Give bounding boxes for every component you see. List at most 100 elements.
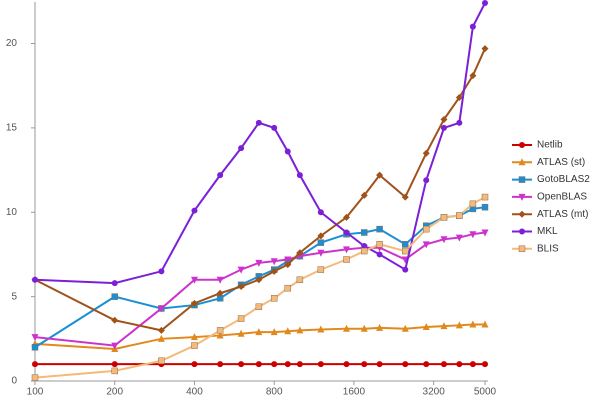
x-tick-label: 200 — [106, 387, 123, 398]
marker — [402, 247, 409, 255]
marker — [296, 326, 304, 334]
marker — [361, 243, 368, 249]
marker — [111, 367, 118, 375]
marker — [422, 225, 430, 233]
marker — [255, 119, 262, 126]
marker — [343, 213, 351, 221]
marker — [440, 214, 448, 221]
marker — [343, 361, 350, 368]
marker — [360, 191, 368, 199]
marker — [216, 289, 224, 297]
marker — [401, 324, 409, 332]
marker — [481, 45, 489, 53]
marker — [317, 209, 324, 216]
marker — [402, 361, 409, 368]
marker — [440, 124, 447, 131]
marker — [111, 361, 118, 368]
marker — [376, 241, 383, 248]
marker — [270, 328, 278, 336]
marker — [270, 295, 278, 302]
marker — [469, 361, 476, 368]
series-line — [34, 323, 485, 350]
y-tick-label: 15 — [6, 123, 18, 134]
x-tick-label: 1600 — [343, 387, 366, 398]
marker — [190, 276, 198, 284]
marker — [402, 266, 409, 273]
marker — [111, 293, 118, 300]
marker — [456, 119, 463, 126]
marker — [317, 232, 325, 240]
marker — [237, 283, 245, 290]
marker — [296, 172, 303, 179]
marker — [376, 323, 384, 331]
marker — [190, 333, 198, 341]
legend-label: ATLAS (mt) — [537, 209, 588, 220]
legend-label: MKL — [537, 226, 558, 237]
marker — [237, 266, 245, 274]
marker — [255, 361, 262, 368]
marker — [469, 200, 477, 208]
marker — [111, 280, 118, 287]
marker — [238, 145, 245, 152]
marker — [317, 266, 325, 273]
marker — [111, 342, 119, 350]
x-tick-label: 100 — [27, 387, 44, 398]
marker — [343, 229, 350, 236]
marker — [469, 23, 476, 30]
series-line — [34, 231, 486, 347]
marker — [190, 299, 198, 307]
marker — [519, 142, 525, 148]
marker — [343, 256, 350, 263]
marker — [360, 247, 368, 255]
marker — [31, 344, 39, 351]
marker — [518, 193, 526, 201]
marker — [237, 329, 245, 337]
marker — [270, 267, 278, 275]
marker — [481, 229, 489, 237]
marker — [284, 148, 291, 155]
series-line — [34, 48, 486, 332]
x-tick-label: 5000 — [474, 387, 497, 398]
marker — [469, 72, 477, 80]
marker — [360, 324, 368, 332]
marker — [32, 276, 38, 283]
marker — [191, 361, 198, 368]
series-line — [34, 196, 486, 379]
marker — [317, 239, 325, 246]
marker — [376, 251, 383, 258]
marker — [376, 361, 383, 368]
marker — [284, 284, 291, 292]
marker — [317, 249, 325, 257]
series-line — [34, 2, 486, 285]
marker — [481, 320, 489, 328]
marker — [191, 342, 198, 349]
marker — [271, 124, 278, 131]
marker — [270, 258, 278, 266]
marker — [422, 241, 430, 249]
marker — [423, 361, 430, 368]
marker — [216, 276, 224, 284]
marker — [157, 305, 165, 313]
marker — [440, 115, 448, 123]
marker — [518, 158, 526, 166]
marker — [455, 94, 463, 101]
marker — [361, 361, 368, 368]
marker — [238, 361, 245, 368]
marker — [216, 331, 224, 339]
y-tick-label: 5 — [11, 291, 17, 302]
marker — [158, 357, 165, 364]
marker — [422, 149, 430, 157]
marker — [158, 268, 165, 275]
y-tick-label: 20 — [6, 38, 18, 49]
marker — [422, 323, 430, 330]
marker — [296, 249, 304, 257]
marker — [456, 212, 463, 219]
marker — [376, 225, 383, 233]
marker — [284, 256, 292, 264]
marker — [343, 246, 351, 254]
marker — [284, 327, 292, 335]
marker — [191, 207, 198, 214]
marker — [31, 374, 39, 381]
marker — [376, 171, 384, 179]
